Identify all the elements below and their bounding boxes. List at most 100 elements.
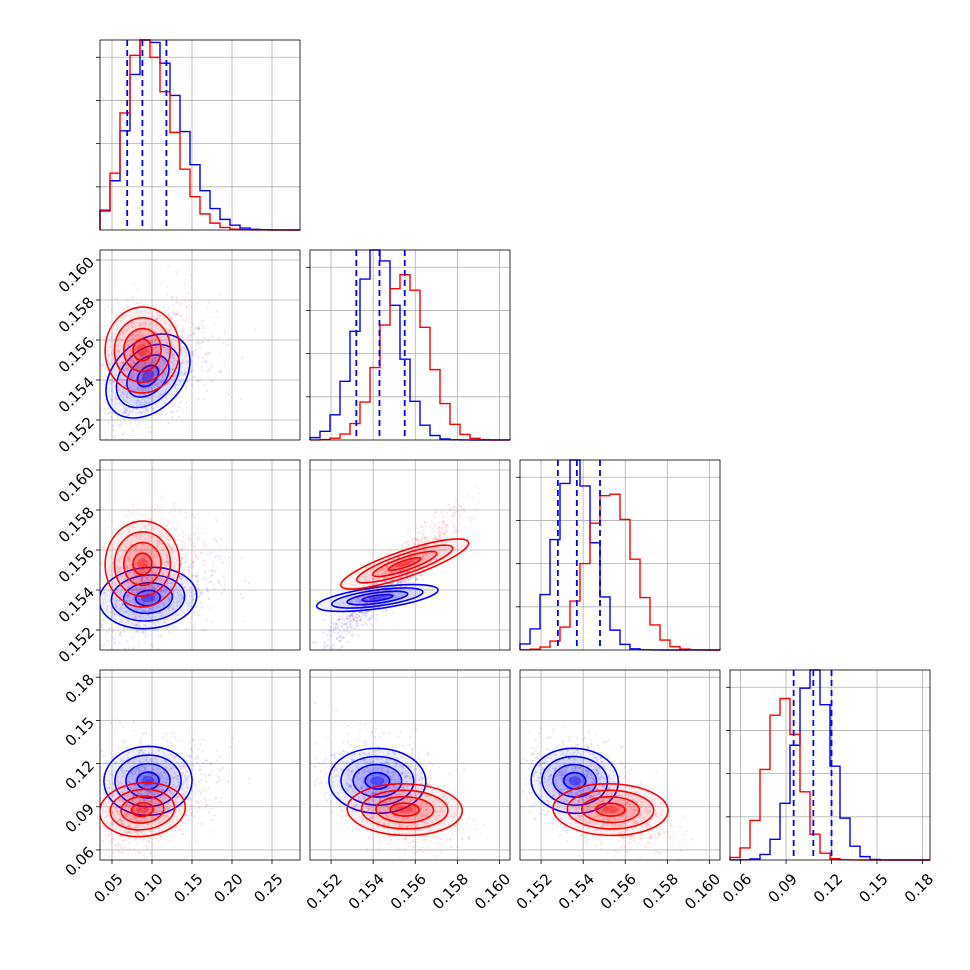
scatter-point [133,347,137,350]
scatter-point [122,316,125,320]
scatter-point [162,602,166,605]
scatter-point [142,596,145,599]
scatter-point [414,577,418,580]
scatter-point [182,832,186,836]
scatter-point [369,617,373,620]
scatter-point [152,606,156,609]
scatter-point [391,592,394,595]
scatter-point [162,602,165,606]
scatter-point [120,819,124,823]
scatter-point [161,590,165,593]
scatter-point [107,786,110,790]
scatter-point [358,600,362,603]
scatter-point [152,466,155,470]
scatter-point [142,361,145,364]
scatter-point [120,319,123,323]
scatter-point [146,596,150,600]
scatter-point [196,327,199,330]
scatter-point [131,588,134,592]
scatter-point [190,591,193,595]
scatter-point [201,564,205,567]
scatter-point [161,357,164,360]
scatter-point [121,603,124,606]
scatter-point [106,835,109,838]
scatter-point [405,584,408,588]
scatter-point [439,532,443,535]
contour-1-0 [132,552,153,576]
scatter-point [164,360,167,363]
scatter-point [138,650,140,652]
scatter-point [453,525,456,529]
scatter-point [348,623,351,626]
scatter-point [159,590,162,593]
scatter-point [374,601,377,604]
scatter-point [148,790,151,793]
scatter-point [93,787,95,789]
scatter-point [185,786,189,789]
scatter-point [406,563,409,566]
scatter-point [190,561,194,564]
scatter-point [397,563,401,567]
scatter-point [205,589,209,593]
scatter-point [396,581,399,585]
scatter-point [365,623,369,627]
scatter-point [117,576,121,579]
scatter-point [364,596,368,599]
scatter-point [123,577,126,581]
scatter-point [128,544,132,547]
scatter-point [209,551,212,555]
scatter-point [170,296,173,299]
scatter-point [140,557,143,560]
scatter-point [121,393,125,396]
scatter-point [135,623,138,627]
scatter-point [108,354,111,357]
scatter-point [86,619,88,621]
scatter-point [162,770,166,774]
scatter-point [350,600,354,604]
scatter-point [95,581,97,583]
scatter-point [166,754,169,758]
scatter-point [403,563,407,567]
scatter-point [372,594,375,597]
scatter-point [186,557,189,561]
scatter-point [369,589,372,592]
scatter-point [130,599,133,603]
scatter-point [352,586,356,589]
scatter-point [131,321,134,325]
scatter-point [162,346,166,349]
scatter-point [183,373,187,376]
scatter-point [389,607,392,610]
scatter-point [169,545,172,548]
scatter-point [153,594,156,597]
scatter-point [166,810,169,814]
scatter-point [454,510,458,514]
scatter-point [196,756,200,759]
scatter-point [118,634,122,638]
scatter-point [180,553,183,556]
scatter-point [143,526,146,530]
scatter-point [393,597,397,600]
scatter-point [176,527,179,530]
scatter-point [196,755,199,758]
scatter-point [160,541,163,545]
scatter-point [114,368,117,372]
scatter-point [172,777,175,780]
scatter-point [168,328,171,332]
scatter-point [191,573,194,577]
scatter-point [154,629,158,632]
scatter-point [463,510,466,513]
scatter-point [87,622,89,624]
scatter-point [151,371,154,374]
scatter-point [163,838,166,841]
scatter-point [123,411,126,414]
scatter-point [132,807,135,811]
scatter-point [175,410,179,413]
scatter-point [114,599,118,602]
scatter-point [436,541,439,545]
scatter-point [151,534,154,538]
scatter-point [144,376,148,380]
scatter-point [111,794,114,798]
scatter-point [127,343,130,346]
scatter-point [385,613,388,616]
scatter-point [147,799,150,802]
